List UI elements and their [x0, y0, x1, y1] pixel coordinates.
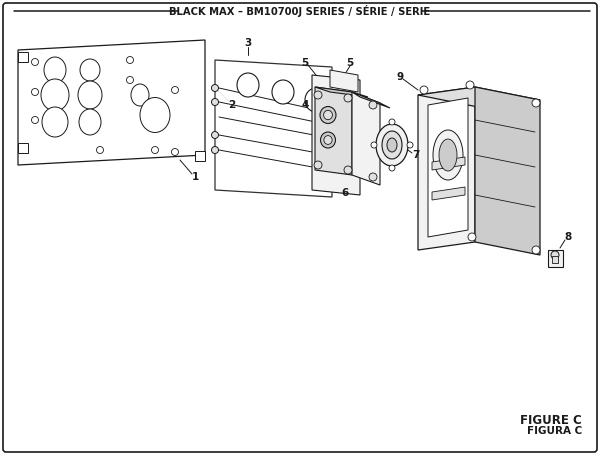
Circle shape: [532, 246, 540, 254]
Circle shape: [172, 86, 179, 93]
Text: 2: 2: [229, 100, 236, 110]
Circle shape: [468, 233, 476, 241]
Text: 5: 5: [301, 58, 308, 68]
Circle shape: [212, 98, 218, 106]
Text: FIGURA C: FIGURA C: [527, 426, 582, 436]
Polygon shape: [18, 40, 205, 165]
Ellipse shape: [131, 84, 149, 106]
Circle shape: [212, 131, 218, 138]
Polygon shape: [432, 157, 465, 170]
Polygon shape: [418, 87, 475, 250]
Polygon shape: [418, 87, 540, 108]
Text: FIGURE C: FIGURE C: [520, 414, 582, 426]
Text: 8: 8: [565, 232, 572, 242]
Polygon shape: [428, 98, 468, 237]
Circle shape: [212, 85, 218, 91]
Polygon shape: [315, 87, 352, 175]
Circle shape: [97, 147, 104, 153]
Text: 5: 5: [346, 58, 353, 68]
Circle shape: [369, 101, 377, 109]
Polygon shape: [312, 75, 360, 195]
Ellipse shape: [387, 138, 397, 152]
Text: 3: 3: [244, 38, 251, 48]
Text: BLACK MAX – BM10700J SERIES / SÉRIE / SERIE: BLACK MAX – BM10700J SERIES / SÉRIE / SE…: [169, 5, 431, 17]
Circle shape: [172, 148, 179, 156]
Circle shape: [551, 251, 559, 259]
Circle shape: [314, 91, 322, 99]
Polygon shape: [18, 143, 28, 153]
Ellipse shape: [320, 132, 335, 148]
Text: 6: 6: [341, 188, 349, 198]
Circle shape: [127, 76, 133, 84]
Ellipse shape: [305, 88, 327, 112]
Circle shape: [420, 86, 428, 94]
Circle shape: [407, 142, 413, 148]
Ellipse shape: [433, 130, 463, 180]
Ellipse shape: [382, 131, 402, 159]
Ellipse shape: [324, 136, 332, 144]
Polygon shape: [215, 60, 332, 197]
Polygon shape: [475, 87, 540, 255]
Circle shape: [369, 173, 377, 181]
Circle shape: [371, 142, 377, 148]
Circle shape: [212, 147, 218, 153]
Circle shape: [466, 81, 474, 89]
Circle shape: [314, 161, 322, 169]
Circle shape: [32, 59, 38, 66]
Polygon shape: [330, 70, 358, 92]
Circle shape: [151, 147, 158, 153]
Ellipse shape: [237, 73, 259, 97]
Polygon shape: [18, 52, 28, 62]
Circle shape: [389, 119, 395, 125]
Ellipse shape: [78, 81, 102, 109]
Text: 9: 9: [397, 72, 404, 82]
Ellipse shape: [376, 124, 408, 166]
Ellipse shape: [44, 57, 66, 83]
Ellipse shape: [80, 59, 100, 81]
Circle shape: [127, 56, 133, 64]
Ellipse shape: [41, 79, 69, 111]
Ellipse shape: [320, 106, 336, 123]
Ellipse shape: [42, 107, 68, 137]
Polygon shape: [552, 256, 558, 263]
Circle shape: [532, 99, 540, 107]
Ellipse shape: [79, 109, 101, 135]
Text: 4: 4: [301, 100, 308, 110]
Polygon shape: [352, 92, 390, 108]
Circle shape: [32, 116, 38, 123]
Circle shape: [389, 165, 395, 171]
Text: 7: 7: [412, 150, 419, 160]
Ellipse shape: [439, 139, 457, 171]
Ellipse shape: [323, 110, 332, 120]
Ellipse shape: [140, 97, 170, 132]
Polygon shape: [195, 151, 205, 161]
Text: 1: 1: [191, 172, 199, 182]
Polygon shape: [548, 250, 563, 267]
Polygon shape: [315, 87, 368, 97]
Polygon shape: [352, 92, 380, 185]
Polygon shape: [432, 187, 465, 200]
Circle shape: [344, 94, 352, 102]
Ellipse shape: [272, 80, 294, 104]
Circle shape: [32, 89, 38, 96]
Circle shape: [344, 166, 352, 174]
